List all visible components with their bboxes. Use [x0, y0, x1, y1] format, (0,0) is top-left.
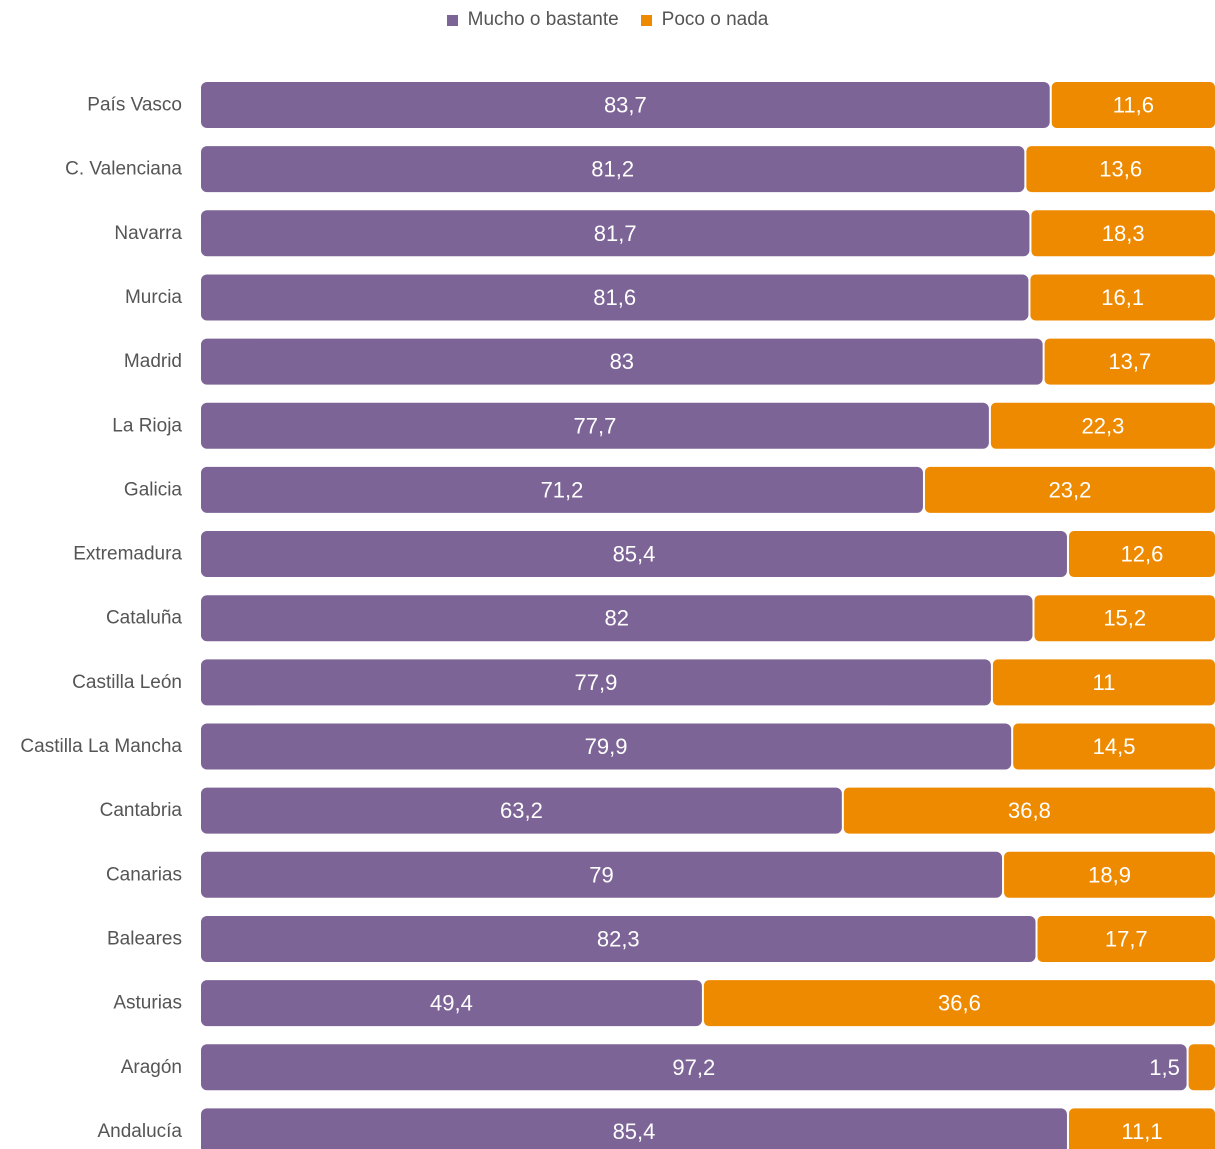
bar-poco-pais-vasco	[1051, 82, 1215, 128]
bar-poco-castilla-la-mancha	[1013, 723, 1215, 770]
data-label-mucho-murcia: 81,6	[593, 285, 636, 310]
category-label-pais-vasco: País Vasco	[87, 95, 182, 116]
bar-mucho-murcia	[201, 274, 1029, 321]
data-label-poco-cantabria: 36,8	[1008, 798, 1051, 823]
data-label-mucho-castilla-leon: 77,9	[575, 670, 618, 695]
category-label-murcia: Murcia	[125, 287, 182, 308]
category-label-aragon: Aragón	[121, 1057, 182, 1078]
data-label-poco-murcia: 16,1	[1101, 285, 1144, 310]
legend-item-mucho: Mucho o bastante	[446, 9, 619, 31]
bar-mucho-cantabria	[201, 787, 842, 834]
legend-item-poco: Poco o nada	[640, 9, 769, 31]
bar-mucho-madrid	[201, 338, 1043, 385]
category-label-canarias: Canarias	[106, 864, 182, 885]
data-label-mucho-baleares: 82,3	[597, 926, 640, 951]
category-label-galicia: Galicia	[124, 479, 183, 500]
data-label-poco-cataluna: 15,2	[1103, 606, 1146, 631]
data-label-mucho-cataluna: 82	[604, 606, 628, 631]
data-label-mucho-la-rioja: 77,7	[574, 413, 617, 438]
bar-poco-canarias	[1004, 851, 1215, 898]
legend-label-mucho: Mucho o bastante	[467, 9, 619, 30]
category-label-madrid: Madrid	[124, 351, 182, 372]
data-label-mucho-andalucia: 85,4	[613, 1119, 656, 1144]
data-label-mucho-castilla-la-mancha: 79,9	[585, 734, 628, 759]
bar-poco-castilla-leon	[992, 659, 1215, 706]
bar-mucho-c-valenciana	[201, 146, 1025, 193]
category-label-andalucia: Andalucía	[97, 1121, 182, 1142]
category-label-la-rioja: La Rioja	[112, 415, 182, 436]
bar-poco-aragon	[1188, 1044, 1215, 1091]
bar-mucho-cataluna	[201, 595, 1033, 642]
data-label-mucho-madrid: 83	[610, 349, 634, 374]
bar-mucho-baleares	[201, 915, 1036, 962]
bar-poco-cantabria	[843, 787, 1215, 834]
data-label-poco-castilla-leon: 11	[1093, 670, 1116, 695]
bar-poco-extremadura	[1068, 531, 1215, 578]
data-label-mucho-cantabria: 63,2	[500, 798, 543, 823]
category-label-asturias: Asturias	[113, 993, 182, 1014]
bar-mucho-andalucia	[201, 1108, 1067, 1149]
data-label-poco-madrid: 13,7	[1108, 349, 1151, 374]
bar-poco-baleares	[1037, 915, 1215, 962]
data-label-poco-c-valenciana: 13,6	[1099, 157, 1142, 182]
data-label-poco-extremadura: 12,6	[1121, 542, 1164, 567]
data-label-mucho-canarias: 79	[589, 862, 613, 887]
bar-poco-andalucia	[1068, 1108, 1215, 1149]
bar-mucho-la-rioja	[201, 402, 989, 449]
bar-poco-madrid	[1044, 338, 1215, 385]
data-label-mucho-extremadura: 85,4	[613, 542, 656, 567]
bar-mucho-asturias	[201, 980, 702, 1027]
category-label-castilla-leon: Castilla León	[72, 672, 182, 693]
bar-mucho-aragon	[201, 1044, 1187, 1091]
category-label-cantabria: Cantabria	[100, 800, 183, 821]
bar-mucho-navarra	[201, 210, 1030, 257]
category-label-c-valenciana: C. Valenciana	[65, 159, 182, 180]
category-label-cataluna: Cataluña	[106, 608, 182, 629]
data-label-mucho-galicia: 71,2	[541, 477, 584, 502]
data-label-poco-castilla-la-mancha: 14,5	[1093, 734, 1136, 759]
bar-poco-la-rioja	[990, 402, 1215, 449]
data-label-poco-andalucia: 11,1	[1121, 1119, 1162, 1144]
category-label-baleares: Baleares	[107, 928, 182, 949]
bar-poco-galicia	[924, 466, 1215, 513]
data-label-poco-aragon: 1,5	[1149, 1055, 1180, 1080]
data-label-poco-asturias: 36,6	[938, 991, 981, 1016]
bar-mucho-castilla-la-mancha	[201, 723, 1012, 770]
data-label-poco-navarra: 18,3	[1102, 221, 1145, 246]
bar-mucho-galicia	[201, 466, 923, 513]
data-label-poco-la-rioja: 22,3	[1082, 413, 1125, 438]
bar-mucho-canarias	[201, 851, 1003, 898]
bar-poco-navarra	[1031, 210, 1215, 257]
legend-label-poco: Poco o nada	[661, 9, 769, 30]
category-label-extremadura: Extremadura	[73, 544, 182, 565]
legend-swatch-mucho	[446, 14, 458, 26]
data-label-mucho-c-valenciana: 81,2	[591, 157, 634, 182]
data-label-mucho-pais-vasco: 83,7	[604, 93, 647, 118]
legend-swatch-poco	[640, 14, 652, 26]
data-label-poco-galicia: 23,2	[1049, 477, 1092, 502]
bar-mucho-pais-vasco	[201, 82, 1050, 128]
chart-legend: Mucho o bastante Poco o nada	[0, 6, 1215, 34]
bar-poco-asturias	[703, 980, 1215, 1027]
data-label-poco-canarias: 18,9	[1088, 862, 1131, 887]
category-label-castilla-la-mancha: Castilla La Mancha	[20, 736, 182, 757]
data-label-mucho-asturias: 49,4	[430, 991, 473, 1016]
category-label-navarra: Navarra	[114, 223, 182, 244]
data-label-poco-baleares: 17,7	[1105, 926, 1148, 951]
bar-poco-cataluna	[1034, 595, 1215, 642]
data-label-mucho-navarra: 81,7	[594, 221, 637, 246]
data-label-poco-pais-vasco: 11,6	[1113, 93, 1154, 118]
bar-mucho-extremadura	[201, 531, 1067, 578]
bar-mucho-castilla-leon	[201, 659, 991, 706]
bar-poco-murcia	[1030, 274, 1215, 321]
data-label-mucho-aragon: 97,2	[672, 1055, 715, 1080]
bar-poco-c-valenciana	[1026, 146, 1215, 193]
